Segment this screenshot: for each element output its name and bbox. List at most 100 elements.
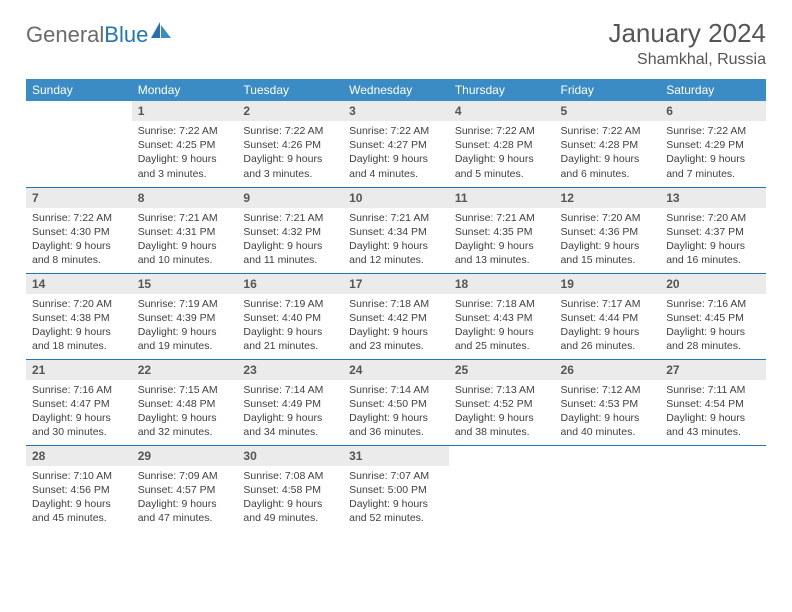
day-number: 17 <box>343 274 449 294</box>
day-number: 30 <box>237 446 343 466</box>
day-number: 31 <box>343 446 449 466</box>
day-number: 28 <box>26 446 132 466</box>
calendar-cell: 2Sunrise: 7:22 AMSunset: 4:26 PMDaylight… <box>237 101 343 187</box>
day-number: 21 <box>26 360 132 380</box>
day-number: 26 <box>555 360 661 380</box>
day-content: Sunrise: 7:10 AMSunset: 4:56 PMDaylight:… <box>26 466 132 530</box>
day-content: Sunrise: 7:09 AMSunset: 4:57 PMDaylight:… <box>132 466 238 530</box>
day-content: Sunrise: 7:14 AMSunset: 4:50 PMDaylight:… <box>343 380 449 444</box>
month-title: January 2024 <box>608 18 766 49</box>
day-number: 2 <box>237 101 343 121</box>
weekday-header: Wednesday <box>343 79 449 101</box>
calendar-cell: 22Sunrise: 7:15 AMSunset: 4:48 PMDayligh… <box>132 359 238 445</box>
day-number: 15 <box>132 274 238 294</box>
calendar-cell: 3Sunrise: 7:22 AMSunset: 4:27 PMDaylight… <box>343 101 449 187</box>
day-number: 8 <box>132 188 238 208</box>
day-number: 4 <box>449 101 555 121</box>
calendar-cell: 31Sunrise: 7:07 AMSunset: 5:00 PMDayligh… <box>343 445 449 531</box>
day-content: Sunrise: 7:22 AMSunset: 4:28 PMDaylight:… <box>449 121 555 185</box>
calendar-table: SundayMondayTuesdayWednesdayThursdayFrid… <box>26 79 766 531</box>
day-number: 9 <box>237 188 343 208</box>
logo: GeneralBlue <box>26 18 172 48</box>
calendar-cell: 11Sunrise: 7:21 AMSunset: 4:35 PMDayligh… <box>449 187 555 273</box>
day-content: Sunrise: 7:22 AMSunset: 4:25 PMDaylight:… <box>132 121 238 185</box>
day-number: 23 <box>237 360 343 380</box>
calendar-cell <box>449 445 555 531</box>
location: Shamkhal, Russia <box>608 51 766 69</box>
day-content: Sunrise: 7:21 AMSunset: 4:32 PMDaylight:… <box>237 208 343 272</box>
day-content: Sunrise: 7:15 AMSunset: 4:48 PMDaylight:… <box>132 380 238 444</box>
day-number: 16 <box>237 274 343 294</box>
day-number: 27 <box>660 360 766 380</box>
day-number: 6 <box>660 101 766 121</box>
day-number: 25 <box>449 360 555 380</box>
calendar-cell: 26Sunrise: 7:12 AMSunset: 4:53 PMDayligh… <box>555 359 661 445</box>
weekday-header: Friday <box>555 79 661 101</box>
calendar-cell: 10Sunrise: 7:21 AMSunset: 4:34 PMDayligh… <box>343 187 449 273</box>
day-content: Sunrise: 7:17 AMSunset: 4:44 PMDaylight:… <box>555 294 661 358</box>
calendar-cell <box>555 445 661 531</box>
calendar-cell <box>660 445 766 531</box>
calendar-cell: 29Sunrise: 7:09 AMSunset: 4:57 PMDayligh… <box>132 445 238 531</box>
day-number: 1 <box>132 101 238 121</box>
calendar-cell: 20Sunrise: 7:16 AMSunset: 4:45 PMDayligh… <box>660 273 766 359</box>
weekday-header: Monday <box>132 79 238 101</box>
day-content: Sunrise: 7:07 AMSunset: 5:00 PMDaylight:… <box>343 466 449 530</box>
calendar-week-row: 14Sunrise: 7:20 AMSunset: 4:38 PMDayligh… <box>26 273 766 359</box>
logo-text-1: General <box>26 22 104 48</box>
day-content: Sunrise: 7:14 AMSunset: 4:49 PMDaylight:… <box>237 380 343 444</box>
calendar-week-row: 28Sunrise: 7:10 AMSunset: 4:56 PMDayligh… <box>26 445 766 531</box>
day-content: Sunrise: 7:19 AMSunset: 4:39 PMDaylight:… <box>132 294 238 358</box>
calendar-cell: 9Sunrise: 7:21 AMSunset: 4:32 PMDaylight… <box>237 187 343 273</box>
calendar-cell: 1Sunrise: 7:22 AMSunset: 4:25 PMDaylight… <box>132 101 238 187</box>
day-number: 22 <box>132 360 238 380</box>
calendar-cell: 8Sunrise: 7:21 AMSunset: 4:31 PMDaylight… <box>132 187 238 273</box>
day-content: Sunrise: 7:19 AMSunset: 4:40 PMDaylight:… <box>237 294 343 358</box>
calendar-cell: 21Sunrise: 7:16 AMSunset: 4:47 PMDayligh… <box>26 359 132 445</box>
title-block: January 2024 Shamkhal, Russia <box>608 18 766 69</box>
calendar-cell: 25Sunrise: 7:13 AMSunset: 4:52 PMDayligh… <box>449 359 555 445</box>
calendar-cell: 5Sunrise: 7:22 AMSunset: 4:28 PMDaylight… <box>555 101 661 187</box>
calendar-cell: 24Sunrise: 7:14 AMSunset: 4:50 PMDayligh… <box>343 359 449 445</box>
day-content: Sunrise: 7:22 AMSunset: 4:30 PMDaylight:… <box>26 208 132 272</box>
calendar-cell: 30Sunrise: 7:08 AMSunset: 4:58 PMDayligh… <box>237 445 343 531</box>
day-content: Sunrise: 7:20 AMSunset: 4:37 PMDaylight:… <box>660 208 766 272</box>
day-content: Sunrise: 7:21 AMSunset: 4:31 PMDaylight:… <box>132 208 238 272</box>
day-content: Sunrise: 7:21 AMSunset: 4:34 PMDaylight:… <box>343 208 449 272</box>
day-number: 7 <box>26 188 132 208</box>
day-number: 14 <box>26 274 132 294</box>
calendar-cell: 19Sunrise: 7:17 AMSunset: 4:44 PMDayligh… <box>555 273 661 359</box>
day-number: 11 <box>449 188 555 208</box>
day-content: Sunrise: 7:11 AMSunset: 4:54 PMDaylight:… <box>660 380 766 444</box>
day-number: 18 <box>449 274 555 294</box>
day-number: 19 <box>555 274 661 294</box>
calendar-cell: 13Sunrise: 7:20 AMSunset: 4:37 PMDayligh… <box>660 187 766 273</box>
logo-sail-icon <box>150 20 172 46</box>
calendar-cell: 12Sunrise: 7:20 AMSunset: 4:36 PMDayligh… <box>555 187 661 273</box>
weekday-header: Thursday <box>449 79 555 101</box>
day-content: Sunrise: 7:18 AMSunset: 4:43 PMDaylight:… <box>449 294 555 358</box>
day-number: 29 <box>132 446 238 466</box>
day-number: 3 <box>343 101 449 121</box>
calendar-cell: 16Sunrise: 7:19 AMSunset: 4:40 PMDayligh… <box>237 273 343 359</box>
day-number: 10 <box>343 188 449 208</box>
day-content: Sunrise: 7:22 AMSunset: 4:28 PMDaylight:… <box>555 121 661 185</box>
day-content: Sunrise: 7:22 AMSunset: 4:26 PMDaylight:… <box>237 121 343 185</box>
calendar-cell: 17Sunrise: 7:18 AMSunset: 4:42 PMDayligh… <box>343 273 449 359</box>
day-number: 20 <box>660 274 766 294</box>
weekday-header: Sunday <box>26 79 132 101</box>
calendar-cell: 27Sunrise: 7:11 AMSunset: 4:54 PMDayligh… <box>660 359 766 445</box>
day-number: 12 <box>555 188 661 208</box>
day-content: Sunrise: 7:13 AMSunset: 4:52 PMDaylight:… <box>449 380 555 444</box>
day-content: Sunrise: 7:20 AMSunset: 4:36 PMDaylight:… <box>555 208 661 272</box>
calendar-cell: 14Sunrise: 7:20 AMSunset: 4:38 PMDayligh… <box>26 273 132 359</box>
logo-text-2: Blue <box>104 22 148 48</box>
calendar-page: GeneralBlue January 2024 Shamkhal, Russi… <box>0 0 792 549</box>
day-content: Sunrise: 7:20 AMSunset: 4:38 PMDaylight:… <box>26 294 132 358</box>
calendar-week-row: 7Sunrise: 7:22 AMSunset: 4:30 PMDaylight… <box>26 187 766 273</box>
header: GeneralBlue January 2024 Shamkhal, Russi… <box>26 18 766 69</box>
calendar-cell: 4Sunrise: 7:22 AMSunset: 4:28 PMDaylight… <box>449 101 555 187</box>
calendar-cell: 18Sunrise: 7:18 AMSunset: 4:43 PMDayligh… <box>449 273 555 359</box>
weekday-header: Tuesday <box>237 79 343 101</box>
day-content: Sunrise: 7:18 AMSunset: 4:42 PMDaylight:… <box>343 294 449 358</box>
